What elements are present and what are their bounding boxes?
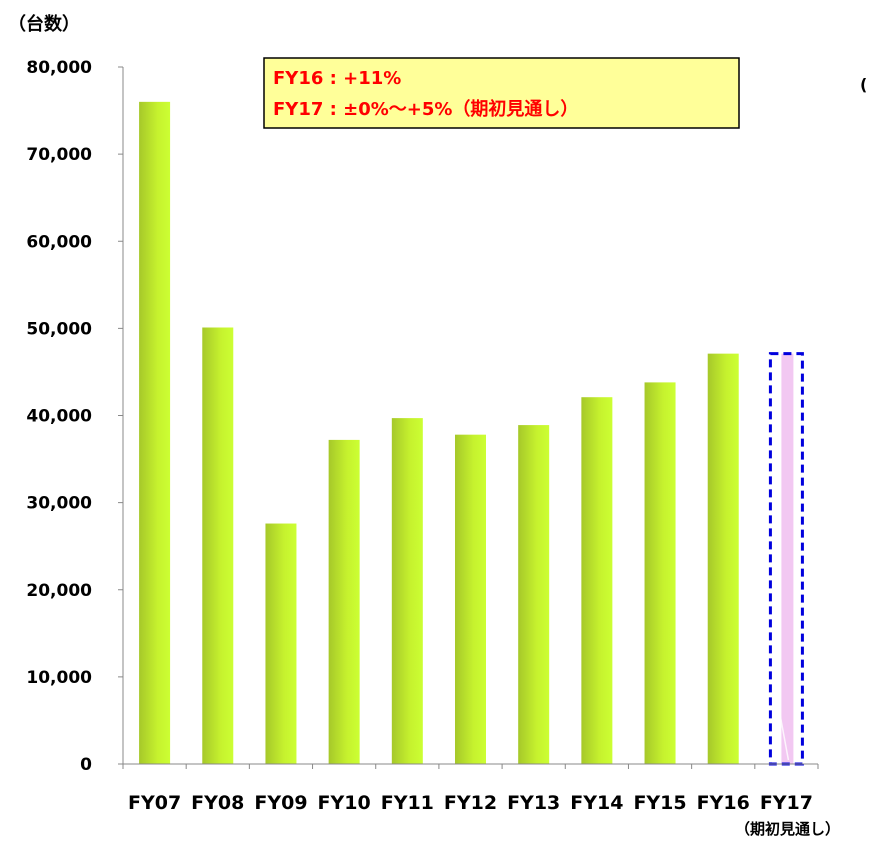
x-tick-label: FY14 [570,792,623,814]
x-tick-label: FY17 [760,792,813,814]
x-tick-label: FY10 [318,792,371,814]
bar-fy11 [391,418,423,764]
bar-fy12 [455,434,486,764]
y-tick-label: 20,000 [26,581,92,601]
corner-mark: ( [860,75,867,94]
x-axis-ticks: FY07 FY08 FY09 FY10 FY11 FY12 FY13 FY14 FY15 FY16… [122,764,819,814]
y-tick-label: 0 [80,755,92,775]
forecast-bar-group [768,352,804,766]
bar-fy07 [139,101,171,765]
y-tick-label: 40,000 [26,407,92,427]
y-tick-label: 10,000 [26,668,92,688]
annotation-line-1: FY16 : +11% [273,68,401,89]
annotation-line-2: FY17 : ±0%～+5%（期初見通し） [273,98,578,120]
bars [139,101,739,765]
annotation-background [263,57,740,129]
bar-fy14 [581,397,613,764]
bar-fy08 [202,327,234,764]
annotation-box: FY16 : +11% FY17 : ±0%～+5%（期初見通し） [263,57,740,129]
forecast-range-line [773,683,790,761]
x-tick-label: FY12 [444,792,497,814]
x-tick-label: FY16 [697,792,750,814]
bar-fy10 [328,439,360,764]
bar-fy17-forecast-fill [781,353,794,764]
bar-fy15 [644,382,676,764]
x-tick-label: FY09 [254,792,307,814]
y-tick-label: 30,000 [26,494,92,514]
bar-fy13 [518,425,550,764]
x-tick-label: FY11 [381,792,434,814]
y-axis-unit-label: （台数） [8,13,80,35]
x-tick-label: FY07 [128,792,181,814]
y-tick-label: 50,000 [26,319,92,339]
bar-fy09 [265,523,297,764]
y-tick-label: 80,000 [26,58,92,78]
x-tick-label: FY08 [191,792,244,814]
y-tick-label: 60,000 [26,232,92,252]
y-axis-ticks: 0 10,000 20,000 30,000 40,000 50,000 60,000 70,… [26,58,123,775]
x-tick-label: FY13 [507,792,560,814]
y-tick-label: 70,000 [26,145,92,165]
forecast-note: （期初見通し） [735,820,840,838]
bar-fy16 [707,353,739,764]
x-tick-label: FY15 [633,792,686,814]
